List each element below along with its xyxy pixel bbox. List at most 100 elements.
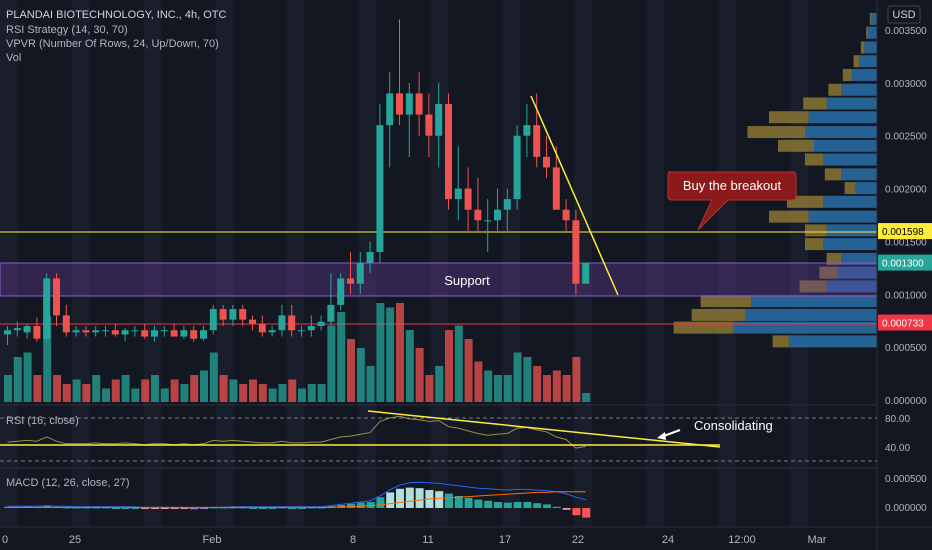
volume-bar [239, 384, 248, 402]
currency-label: USD [892, 9, 915, 21]
candle-body [13, 328, 21, 331]
macd-hist-bar [131, 508, 140, 509]
vp-row-up [745, 308, 877, 321]
vp-row-up [855, 182, 877, 195]
candle-body [239, 309, 247, 320]
volume-bar [435, 366, 444, 402]
candle-body [386, 93, 394, 126]
candle-body [258, 323, 266, 333]
volume-bar [209, 352, 218, 402]
volume-bar [200, 370, 208, 402]
support-label: Support [444, 273, 490, 288]
volume-bar [4, 375, 12, 402]
time-tick-label: 8 [350, 534, 356, 546]
volume-bar [337, 312, 346, 402]
macd-hist-bar [200, 508, 208, 509]
volume-bar [131, 388, 140, 402]
macd-hist-bar [474, 499, 483, 508]
vp-row-down [805, 224, 827, 237]
indicator-vpvr: VPVR (Number Of Rows, 24, Up/Down, 70) [6, 38, 219, 50]
macd-hist-bar [170, 508, 179, 509]
volume-bar [356, 348, 365, 402]
vp-row-down [819, 266, 838, 279]
volume-bar [102, 388, 110, 402]
price-tick-label: 0.002000 [885, 185, 927, 196]
macd-hist-bar [160, 508, 169, 509]
price-badge-label: 0.000733 [882, 319, 924, 330]
macd-hist-bar [111, 508, 120, 509]
macd-hist-bar [386, 492, 395, 508]
volume-bar [494, 375, 502, 402]
candle-body [366, 252, 374, 263]
price-tick-label: 0.000000 [885, 396, 927, 407]
candle-body [474, 209, 482, 221]
vp-row-up [841, 252, 877, 265]
indicator-vol: Vol [6, 52, 21, 64]
candle-body [307, 326, 315, 331]
price-badge [878, 223, 932, 240]
volume-bar [543, 375, 551, 402]
macd-tick-0005: 0.000500 [885, 474, 927, 485]
candle-body [454, 188, 462, 200]
volume-bar [92, 375, 101, 402]
volume-bar [533, 366, 542, 402]
macd-hist-bar [347, 503, 355, 508]
volume-bar [288, 379, 297, 402]
vp-row-up [837, 266, 877, 279]
buy-breakout-callout [667, 171, 797, 231]
time-tick-label: 17 [499, 534, 511, 546]
macd-hist-bar [151, 508, 159, 509]
volume-profile [673, 12, 877, 348]
vp-row-up [871, 12, 877, 25]
volume-bar [503, 375, 512, 402]
volume-bar [121, 375, 130, 402]
macd-hist-bar [415, 488, 424, 508]
support-zone [0, 262, 878, 297]
macd-hist-bar [513, 502, 522, 508]
macd-hist-bar [543, 504, 551, 508]
vp-row-down [778, 139, 814, 152]
candle-body [327, 304, 335, 322]
volume-bar [258, 384, 267, 402]
macd-hist-bar [376, 497, 385, 508]
volume-bar [347, 339, 355, 402]
volume-bar [484, 370, 493, 402]
volume-bar [562, 375, 571, 402]
price-tick-label: 0.001500 [885, 237, 927, 248]
volume-bar [33, 375, 42, 402]
volume-bar [454, 325, 463, 402]
macd-hist-bar [396, 488, 404, 508]
volume-bar [278, 384, 287, 402]
vp-row-down [799, 280, 827, 293]
candle-body [72, 330, 80, 333]
volume-bar [582, 393, 591, 402]
macd-hist-bar [494, 502, 502, 508]
macd-hist-bar [258, 508, 267, 509]
macd-tick-0: 0.000000 [885, 503, 927, 514]
candle-body [503, 199, 511, 210]
volume-bar [62, 384, 71, 402]
vp-row-up [859, 55, 877, 68]
buy-breakout-text: Buy the breakout [683, 178, 782, 193]
candle-body [23, 326, 31, 333]
candle-body [229, 309, 237, 320]
time-tick-label: 22 [572, 534, 584, 546]
candle-body [543, 156, 550, 168]
candle-body [572, 220, 580, 284]
candle-body [415, 93, 423, 115]
time-tick-label: 12:00 [728, 534, 756, 546]
candle-body [445, 104, 452, 200]
macd-hist-bar [445, 493, 453, 508]
currency-button[interactable] [887, 5, 921, 24]
vp-row-down [769, 111, 809, 124]
candle-body [102, 330, 109, 332]
candle-body [62, 315, 70, 333]
price-badge [878, 254, 932, 271]
candle-body [552, 167, 560, 210]
chart-title: PLANDAI BIOTECHNOLOGY, INC., 4h, OTC [6, 9, 227, 21]
vp-row-down [824, 168, 841, 181]
vp-row-down [772, 335, 789, 348]
rsi-line [7, 415, 586, 449]
macd-hist-bar [533, 503, 542, 508]
